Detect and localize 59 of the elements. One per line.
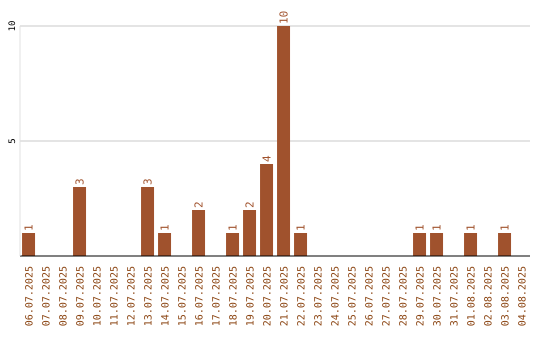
bar [464,233,478,256]
x-tick-label: 28.07.2025 [398,266,410,326]
x-tick-label: 07.07.2025 [42,266,52,326]
data-label: 3 [74,178,87,185]
x-tick-label: 29.07.2025 [416,266,426,326]
data-label: 1 [294,224,308,231]
x-tick-label: 16.07.2025 [194,266,206,326]
x-tick-label: 21.07.2025 [280,266,290,326]
bar [22,233,36,256]
x-tick-label: 02.08.2025 [484,266,494,326]
bar [294,233,308,256]
data-label: 1 [464,224,478,231]
x-tick-label: 11.07.2025 [110,266,120,326]
bar [73,187,86,256]
bar [498,233,512,256]
data-label: 4 [260,155,274,162]
x-tick-label: 10.07.2025 [92,266,104,326]
x-tick-label: 23.07.2025 [314,266,324,326]
x-tick-label: 30.07.2025 [432,266,444,326]
data-label: 1 [414,224,427,231]
data-label: 3 [142,178,155,185]
data-label: 1 [158,224,172,231]
x-tick-label: 17.07.2025 [212,266,222,326]
data-label: 1 [22,224,36,231]
x-tick-label: 06.07.2025 [24,266,36,326]
data-label: 2 [192,201,206,208]
x-tick-label: 01.08.2025 [466,266,478,326]
bar [226,233,240,256]
x-tick-label: 09.07.2025 [76,266,86,326]
x-tick-label: 25.07.2025 [348,266,358,326]
data-label: 1 [430,224,444,231]
x-tick-label: 24.07.2025 [330,266,342,326]
x-tick-label: 27.07.2025 [382,266,392,326]
bar [192,210,206,256]
data-label: 1 [498,224,512,231]
data-label: 10 [278,10,291,24]
x-tick-label: 26.07.2025 [364,266,376,326]
data-label: 2 [244,201,257,208]
x-tick-label: 19.07.2025 [246,266,256,326]
bar [243,210,256,256]
bar [141,187,154,256]
bar [277,26,290,256]
x-tick-label: 12.07.2025 [126,266,138,326]
x-tick-label: 04.08.2025 [518,266,528,326]
x-tick-label: 22.07.2025 [296,266,308,326]
x-tick-label: 15.07.2025 [178,266,188,326]
x-tick-label: 20.07.2025 [262,266,274,326]
x-tick-label: 31.07.2025 [450,266,460,326]
bar [260,164,274,256]
data-label: 1 [226,224,240,231]
x-tick-label: 18.07.2025 [228,266,240,326]
x-tick-label: 08.07.2025 [58,266,70,326]
x-tick-label: 14.07.2025 [160,266,172,326]
x-tick-label: 13.07.2025 [144,266,154,326]
bar [413,233,426,256]
x-tick-label: 03.08.2025 [500,266,512,326]
bar [430,233,444,256]
bar [158,233,172,256]
y-tick-label: 5 [8,138,18,144]
